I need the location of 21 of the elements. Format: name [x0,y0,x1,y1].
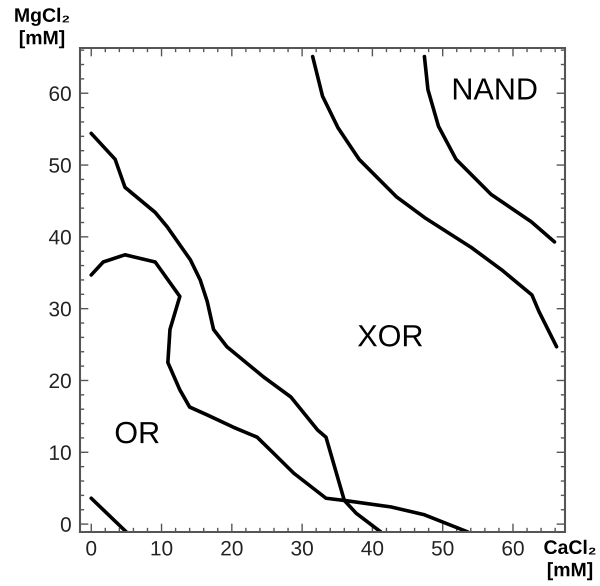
x-tick-label: 40 [361,540,384,556]
x-tick-label: 20 [221,540,243,556]
annotation: OR [116,422,159,444]
y-tick-label: 60 [50,86,71,101]
x-tick-label: 60 [502,540,524,556]
x-tick-label: 10 [152,540,172,556]
x-axis-title: CaCl₂ [mM] [544,540,596,580]
y-tick-label: 0 [60,517,71,532]
y-tick-label: 30 [49,302,71,316]
x-tick-label: 0 [86,540,96,556]
x-tick-label: 30 [291,540,313,556]
y-tick-label: 50 [49,158,71,173]
line-series [422,54,556,244]
annotation: NAND [454,78,537,100]
line-series [310,54,558,349]
annotation: XOR [358,324,422,347]
y-tick-label: 40 [48,230,71,245]
y-tick-label: 10 [50,445,71,460]
y-tick-label: 20 [50,373,71,388]
y-axis-title: MgCl₂ [mM] [15,8,70,48]
x-tick-label: 50 [432,540,454,556]
